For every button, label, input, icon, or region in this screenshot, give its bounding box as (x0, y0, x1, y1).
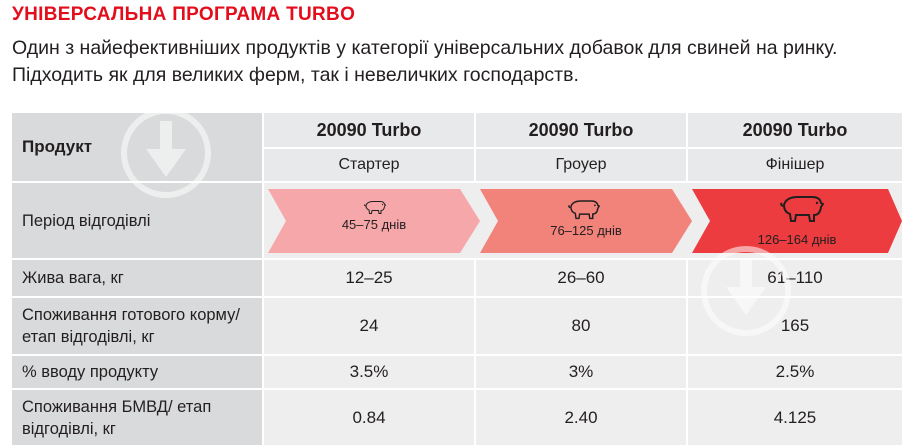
page-subtitle: Один з найефективніших продуктів у катег… (12, 37, 838, 86)
download-watermark-icon (120, 107, 212, 204)
row-value-bmvd-starter: 0.84 (264, 390, 474, 445)
column-phase-starter: Стартер (264, 149, 474, 181)
row-label-feed-consumption: Споживання готового корму/ етап відгодів… (12, 298, 262, 354)
row-label-bmvd-consumption: Споживання БМВД/ етап відгодівлі, кг (12, 390, 262, 445)
pig-medium-icon (568, 198, 601, 225)
row-value-feed-consumption-starter: 24 (264, 298, 474, 354)
period-arrow-finisher: 126–164 днів (692, 189, 902, 253)
column-name-grower: 20090 Turbo (476, 113, 686, 147)
period-label-finisher: 126–164 днів (757, 232, 837, 247)
row-value-bmvd-finisher: 4.125 (688, 390, 902, 445)
download-watermark-icon-2 (700, 245, 792, 342)
row-value-product-input-starter: 3.5% (264, 356, 474, 388)
period-row-label: Період відгодівлі (12, 183, 262, 258)
arrow-shape-grower (480, 189, 692, 253)
page-title: УНІВЕРСАЛЬНА ПРОГРАМА TURBO (12, 4, 356, 25)
column-phase-grower: Гроуер (476, 149, 686, 181)
period-label-starter: 45–75 днів (341, 217, 407, 232)
row-value-feed-consumption-grower: 80 (476, 298, 686, 354)
row-value-bmvd-grower: 2.40 (476, 390, 686, 445)
row-value-product-input-finisher: 2.5% (688, 356, 902, 388)
arrow-shape-starter (268, 189, 480, 253)
row-label-product-input: % вводу продукту (12, 356, 262, 388)
row-value-live-weight-grower: 26–60 (476, 260, 686, 296)
row-value-product-input-grower: 3% (476, 356, 686, 388)
period-arrow-starter: 45–75 днів (268, 189, 480, 253)
row-value-feed-consumption-finisher: 165 (688, 298, 902, 354)
arrow-shape-finisher (692, 189, 902, 253)
period-arrow-grower: 76–125 днів (480, 189, 692, 253)
row-value-live-weight-starter: 12–25 (264, 260, 474, 296)
pig-small-icon (364, 199, 387, 220)
column-name-starter: 20090 Turbo (264, 113, 474, 147)
column-phase-finisher: Фінішер (688, 149, 902, 181)
period-label-grower: 76–125 днів (550, 223, 622, 238)
row-label-live-weight: Жива вага, кг (12, 260, 262, 296)
column-name-finisher: 20090 Turbo (688, 113, 902, 147)
pig-large-icon (780, 193, 825, 228)
product-table: Продукт 20090 Turbo 20090 Turbo 20090 Tu… (12, 108, 902, 445)
